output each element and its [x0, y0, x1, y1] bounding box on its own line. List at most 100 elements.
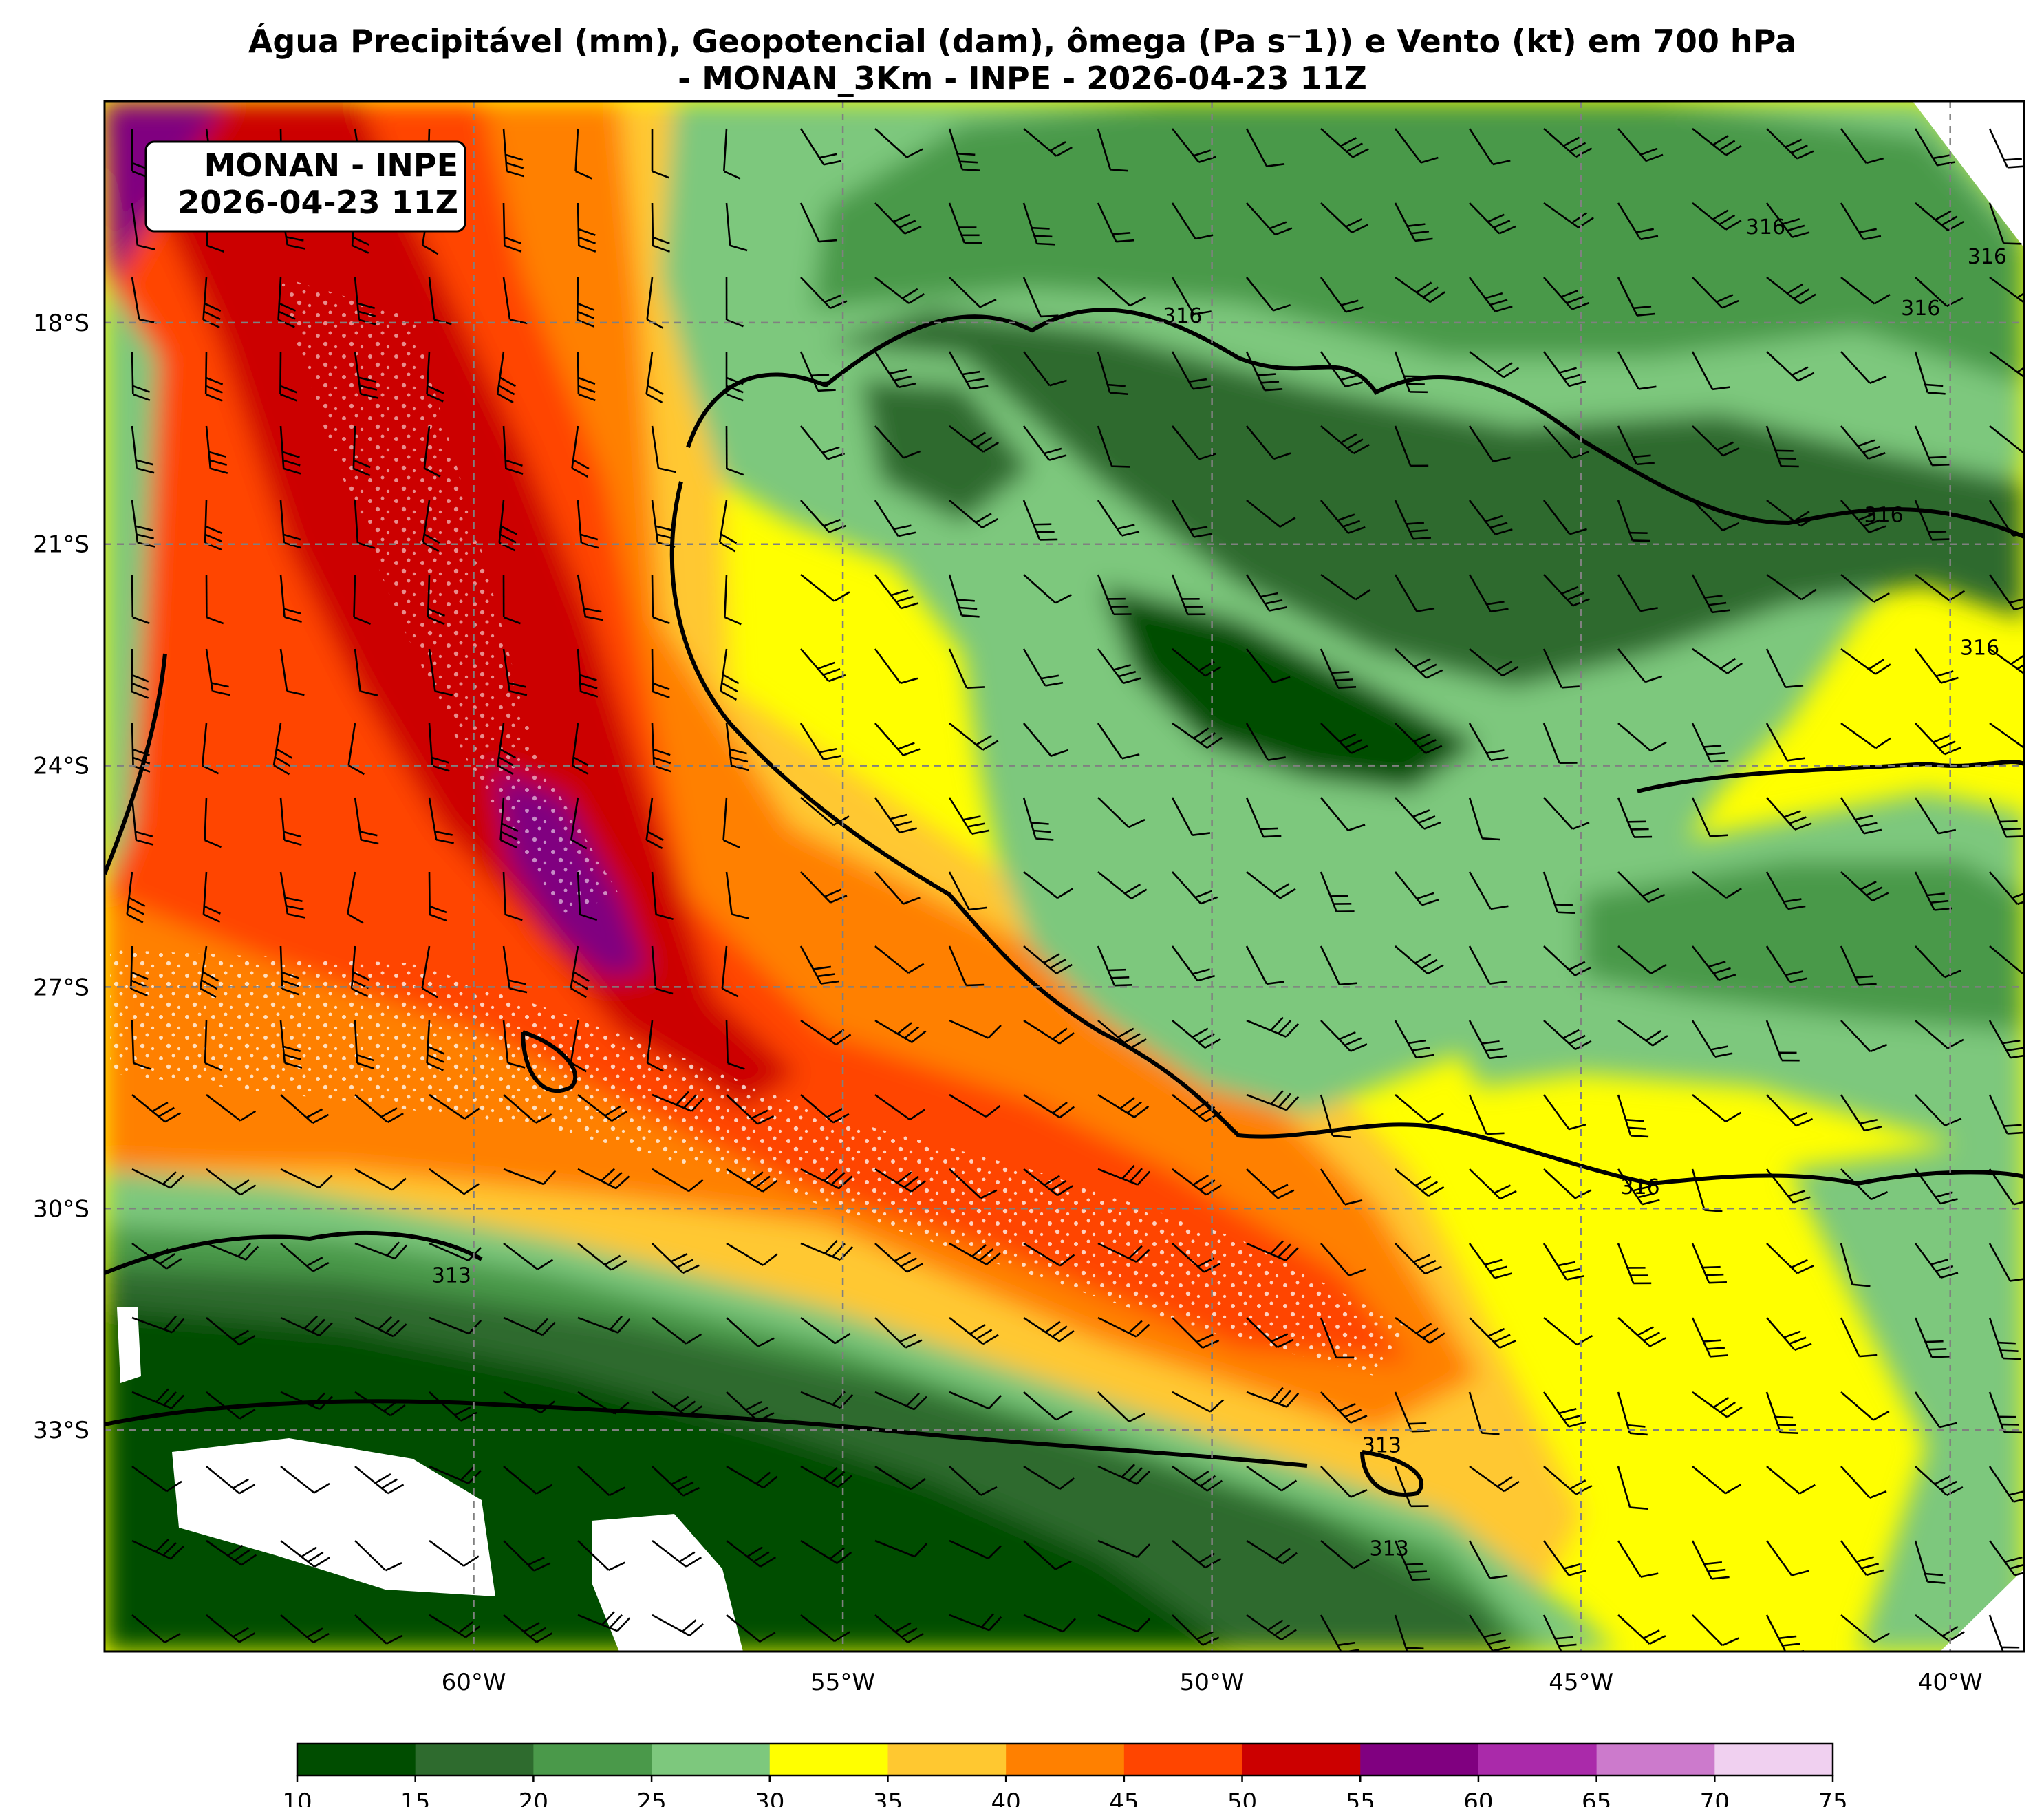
- wind-barb: [502, 202, 522, 253]
- wind-barb: [1617, 1614, 1666, 1645]
- wind-barb: [726, 1539, 776, 1568]
- wind-barb: [279, 351, 298, 402]
- wind-barb: [571, 425, 590, 478]
- wind-barb: [279, 1020, 303, 1069]
- wind-barb: [206, 1465, 256, 1495]
- wind-barb: [1320, 573, 1371, 601]
- wind-barb: [1097, 870, 1148, 899]
- wind-barb: [1543, 945, 1592, 976]
- wind-barb: [577, 202, 596, 253]
- wind-barb: [1617, 723, 1667, 752]
- wind-barb: [1097, 1316, 1150, 1338]
- wind-barb: [131, 648, 149, 699]
- contour-label-7: 313: [432, 1264, 471, 1288]
- wind-barb: [503, 1094, 552, 1124]
- wind-barb: [1468, 1094, 1505, 1135]
- contour-label-5: 316: [1960, 637, 1999, 661]
- wind-barb: [429, 1168, 480, 1195]
- wind-barb: [1840, 1614, 1891, 1643]
- wind-barb: [1840, 276, 1891, 305]
- wind-barb: [1840, 648, 1891, 675]
- wind-barb: [874, 1168, 927, 1193]
- wind-barb: [206, 1391, 256, 1420]
- wind-barb: [1543, 1020, 1592, 1050]
- wind-barb: [354, 1540, 402, 1572]
- wind-barb: [1988, 1243, 2024, 1282]
- wind-barb: [874, 351, 916, 389]
- wind-barb: [1022, 500, 1058, 541]
- colorbar-tick-0: 10: [282, 1788, 312, 1807]
- wind-barb: [949, 425, 1000, 453]
- wind-barb: [1766, 128, 1814, 160]
- wind-barb: [206, 1168, 257, 1196]
- wind-barb: [1840, 425, 1886, 460]
- wind-barb: [1765, 1391, 1798, 1435]
- wind-barb: [725, 277, 744, 328]
- contour-label-4: 316: [1864, 504, 1903, 528]
- wind-barb: [570, 1020, 587, 1073]
- colorbar-segment-7: [1123, 1744, 1243, 1775]
- wind-barb: [204, 351, 224, 402]
- wind-barb: [1171, 277, 1212, 315]
- wind-barb: [874, 1465, 926, 1490]
- wind-barb: [1988, 1614, 2020, 1651]
- wind-barb: [1320, 351, 1364, 388]
- lon-tick-0: 60°W: [442, 1669, 506, 1696]
- contour-label-3: 316: [1163, 304, 1202, 328]
- wind-barb: [1691, 723, 1729, 763]
- wind-barb: [1097, 1164, 1151, 1186]
- wind-barb: [1245, 574, 1287, 612]
- wind-barb: [874, 1317, 923, 1349]
- wind-barb: [1765, 425, 1799, 468]
- wind-barb: [279, 425, 301, 475]
- colorbar-tick-2: 20: [519, 1788, 548, 1807]
- wind-barb: [426, 351, 444, 403]
- wind-barb: [1692, 425, 1740, 457]
- wind-barb: [427, 574, 446, 626]
- wind-barb: [1395, 945, 1444, 975]
- wind-barb: [645, 797, 664, 849]
- wind-barb: [1914, 351, 1946, 395]
- wind-barb: [1022, 277, 1059, 318]
- wind-barb: [725, 1020, 745, 1070]
- wind-barb: [503, 1316, 556, 1336]
- wind-barb: [1691, 945, 1736, 981]
- wind-barb: [874, 202, 922, 235]
- wind-barb: [1246, 1090, 1300, 1111]
- wind-barb: [652, 1243, 700, 1274]
- wind-barb: [1915, 202, 1964, 231]
- wind-barb: [1022, 351, 1067, 387]
- colorbar-segment-11: [1596, 1744, 1715, 1775]
- wind-barb: [874, 276, 925, 304]
- wind-barb: [1840, 500, 1886, 533]
- wind-barb: [1097, 425, 1130, 468]
- wind-barb: [1468, 945, 1508, 985]
- colorbar-tick-7: 45: [1109, 1788, 1139, 1807]
- contour-label-0: 316: [1746, 215, 1785, 239]
- wind-barb: [1692, 648, 1743, 674]
- wind-barb: [874, 500, 916, 537]
- wind-barb: [800, 1539, 852, 1564]
- wind-barb: [1542, 723, 1578, 764]
- wind-barb: [1245, 425, 1291, 460]
- wind-barb: [725, 871, 750, 919]
- wind-barb: [429, 1391, 477, 1422]
- wind-barb: [874, 797, 917, 834]
- wind-barb: [726, 1391, 775, 1422]
- wind-barb: [1022, 648, 1064, 687]
- wind-barb: [874, 723, 921, 756]
- wind-barb: [577, 1242, 627, 1271]
- wind-barb: [1245, 945, 1285, 985]
- wind-barb: [645, 351, 664, 403]
- wind-barb: [280, 1391, 333, 1411]
- wind-barb: [577, 1611, 631, 1632]
- wind-barb: [429, 1316, 482, 1335]
- wind-barb: [205, 648, 230, 696]
- wind-barb: [1245, 277, 1291, 312]
- wind-barb: [1395, 1316, 1445, 1344]
- graticule: [105, 101, 2024, 1651]
- wind-barb: [1172, 722, 1223, 749]
- wind-barb: [503, 1242, 554, 1270]
- wind-barb: [1394, 871, 1440, 906]
- lat-tick-labels: 18°S 21°S 24°S 27°S 30°S 33°S: [33, 310, 89, 1444]
